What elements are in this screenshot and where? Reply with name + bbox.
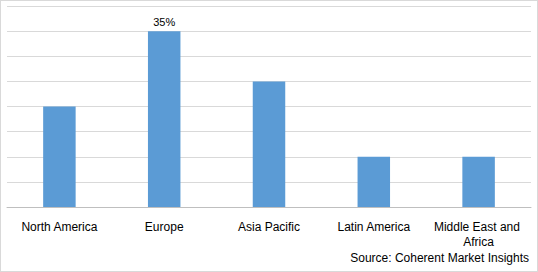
svg-text:Latin America: Latin America — [337, 220, 410, 234]
svg-text:35%: 35% — [153, 16, 175, 28]
svg-text:Asia Pacific: Asia Pacific — [238, 220, 300, 234]
svg-text:Source: Coherent Market Insigh: Source: Coherent Market Insights — [350, 251, 529, 265]
svg-text:Africa: Africa — [463, 235, 494, 249]
svg-text:Europe: Europe — [145, 220, 184, 234]
svg-text:North America: North America — [21, 220, 97, 234]
svg-text:Middle East and: Middle East and — [434, 220, 523, 234]
